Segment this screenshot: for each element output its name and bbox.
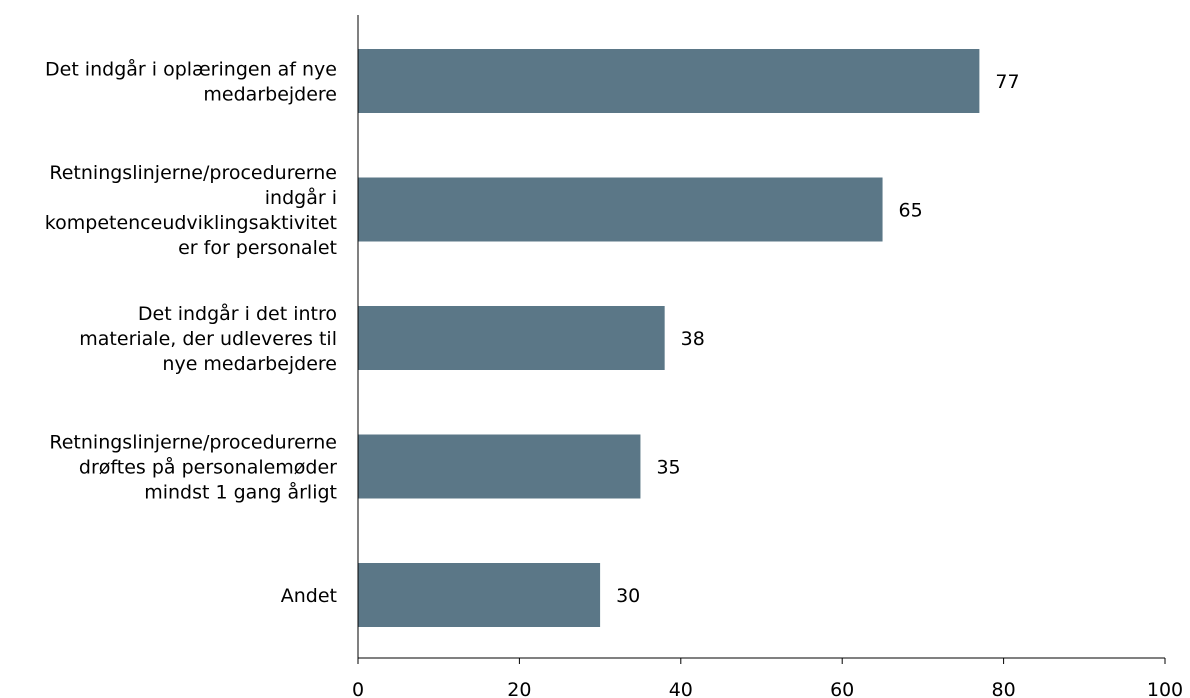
x-tick-label: 40	[669, 679, 693, 698]
labels-group: 77 Det indgår i oplæringen af nye medarbej…	[45, 58, 1183, 698]
data-label: 38	[681, 328, 705, 350]
x-tick-label: 20	[507, 679, 531, 698]
category-label-line: nye medarbejdere	[162, 353, 337, 375]
category-label-line: mindst 1 gang årligt	[144, 481, 337, 504]
bar	[358, 177, 883, 242]
data-label: 30	[616, 585, 640, 607]
category-label-line: drøftes på personalemøder	[79, 456, 337, 479]
category-label-line: er for personalet	[178, 237, 337, 259]
bar	[358, 49, 980, 113]
category-label-line: indgår i	[265, 186, 337, 209]
data-label: 77	[995, 71, 1019, 93]
bars-group	[358, 49, 980, 627]
x-tick-label: 80	[992, 679, 1016, 698]
category-label-line: Retningslinjerne/procedurerne	[49, 162, 337, 184]
category-label-line: kompetenceudviklingsaktivitet	[45, 212, 337, 234]
category-label-line: Det indgår i oplæringen af nye	[45, 58, 337, 81]
axes-group	[357, 15, 1166, 664]
category-label-line: materiale, der udleveres til	[79, 328, 337, 350]
x-tick-label: 0	[352, 679, 364, 698]
category-label: Retningslinjerne/procedurerne drøftes på …	[49, 432, 337, 504]
category-label: Retningslinjerne/procedurerne indgår i kom…	[45, 162, 337, 259]
category-label-line: Andet	[281, 585, 337, 607]
category-label: Det indgår i det intro materiale, der udl…	[79, 302, 337, 375]
bar	[358, 434, 641, 499]
bar	[358, 306, 665, 370]
x-tick-label: 60	[830, 679, 854, 698]
category-label: Det indgår i oplæringen af nye medarbejde…	[45, 58, 337, 106]
category-label-line: medarbejdere	[203, 84, 337, 106]
x-tick-label: 100	[1147, 679, 1183, 698]
category-label: Andet	[281, 585, 337, 607]
category-label-line: Det indgår i det intro	[138, 302, 337, 325]
bar	[358, 563, 601, 627]
data-label: 65	[899, 200, 923, 222]
data-label: 35	[656, 457, 680, 479]
category-label-line: Retningslinjerne/procedurerne	[49, 432, 337, 454]
